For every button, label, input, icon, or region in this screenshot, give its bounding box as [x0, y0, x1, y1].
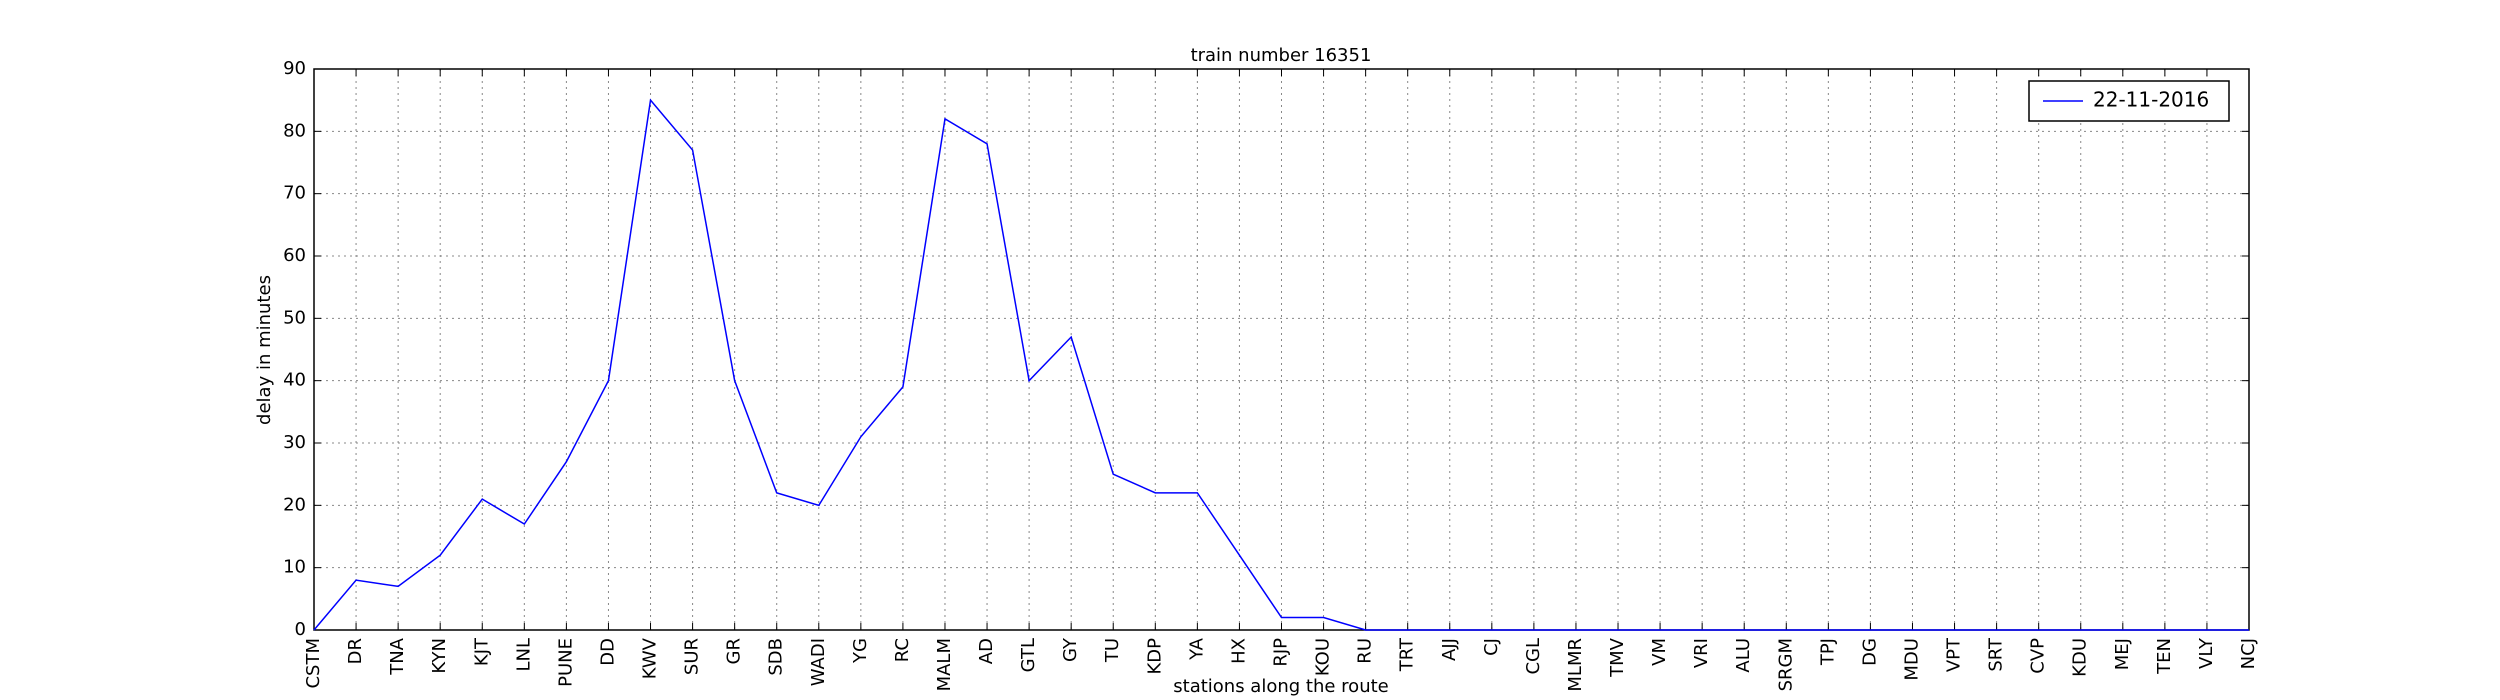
x-tick-label: SRGM: [1775, 638, 1796, 691]
x-tick-label: CVP: [2028, 638, 2049, 674]
x-tick-label: AJJ: [1439, 638, 1460, 661]
x-tick-label: TU: [1102, 638, 1123, 663]
x-tick-label: SRT: [1986, 637, 2007, 672]
x-tick-label: DG: [1859, 638, 1880, 666]
x-tick-label: ALU: [1733, 638, 1754, 673]
x-tick-label: GY: [1060, 637, 1081, 662]
x-tick-label: TEN: [2154, 638, 2175, 675]
x-tick-label: WADI: [808, 638, 829, 686]
y-tick-label: 30: [283, 432, 306, 453]
x-tick-label: TNA: [387, 637, 408, 675]
y-tick-label: 40: [283, 370, 306, 391]
x-tick-label: DR: [345, 638, 366, 664]
x-tick-label: KWV: [640, 637, 661, 679]
x-tick-label: RC: [892, 638, 913, 662]
y-axis-label: delay in minutes: [254, 275, 275, 425]
y-tick-label: 20: [283, 494, 306, 515]
x-tick-label: MALM: [934, 638, 955, 691]
x-tick-label: KYN: [429, 638, 450, 674]
x-tick-label: GR: [724, 638, 745, 664]
x-tick-label: RJP: [1271, 638, 1292, 667]
x-tick-label: VM: [1649, 638, 1670, 666]
x-tick-label: CJ: [1481, 638, 1502, 656]
x-tick-label: LNL: [513, 638, 534, 672]
plot-frame: [313, 68, 2250, 631]
x-tick-label: AD: [976, 638, 997, 664]
y-tick-label: 70: [283, 183, 306, 204]
y-tick-label: 90: [283, 58, 306, 79]
x-tick-label: YA: [1186, 637, 1207, 661]
x-tick-label: CSTM: [303, 638, 324, 689]
x-tick-label: SDB: [766, 638, 787, 676]
y-tick-label: 50: [283, 307, 306, 328]
x-tick-label: KDU: [2070, 638, 2091, 677]
x-tick-label: KOU: [1313, 638, 1334, 676]
x-tick-label: MEJ: [2112, 638, 2133, 670]
x-tick-label: KDP: [1144, 638, 1165, 675]
y-tick-label: 60: [283, 245, 306, 266]
x-tick-label: VPT: [1944, 637, 1965, 672]
x-tick-label: VLY: [2196, 637, 2217, 669]
x-tick-label: CGL: [1523, 638, 1544, 675]
x-tick-label: VRI: [1691, 638, 1712, 668]
x-tick-label: TPJ: [1817, 638, 1838, 666]
x-tick-label: DD: [597, 638, 618, 666]
x-tick-label: GTL: [1018, 638, 1039, 672]
x-tick-label: RU: [1355, 638, 1376, 664]
y-tick-label: 10: [283, 557, 306, 578]
x-tick-label: MLMR: [1565, 638, 1586, 692]
x-tick-label: KJT: [471, 637, 492, 666]
y-tick-label: 80: [283, 120, 306, 141]
x-tick-label: YG: [850, 638, 871, 664]
chart-title: train number 16351: [1191, 45, 1372, 66]
data-line: [313, 98, 2249, 631]
x-tick-label: TMV: [1607, 637, 1628, 678]
y-tick-label: 0: [295, 619, 306, 640]
x-tick-label: TRT: [1397, 637, 1418, 672]
x-tick-label: MDU: [1901, 638, 1922, 681]
x-tick-label: PUNE: [555, 638, 576, 687]
x-tick-label: SUR: [682, 638, 703, 675]
x-tick-label: HX: [1228, 638, 1249, 664]
legend-label: 22-11-2016: [2093, 88, 2209, 112]
x-tick-label: NCJ: [2238, 638, 2259, 669]
x-axis-label: stations along the route: [1173, 676, 1388, 697]
